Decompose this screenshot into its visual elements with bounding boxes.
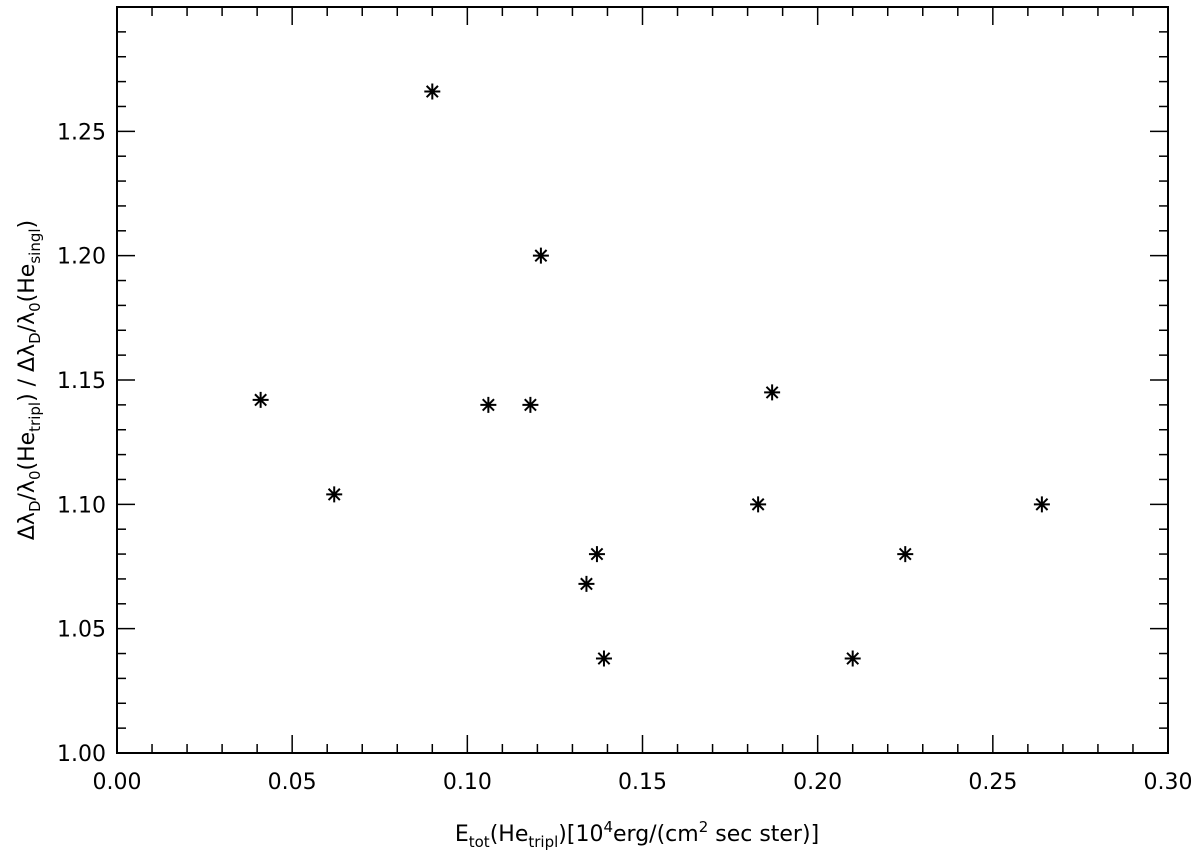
data-point-asterisk xyxy=(326,486,343,503)
axis-label-text: (He xyxy=(15,432,40,471)
data-point-asterisk xyxy=(578,575,595,592)
y-tick-label: 1.20 xyxy=(57,245,106,270)
axis-tick-labels: 0.00 0.05 0.10 0.15 0.20 0.25 0.30 1.00 1.05 1.10… xyxy=(57,120,1192,795)
y-tick-label: 1.25 xyxy=(57,120,106,145)
y-tick-label: 1.10 xyxy=(57,493,106,518)
axis-label-subscript: tot xyxy=(469,833,490,851)
data-point-asterisk xyxy=(1033,496,1050,513)
axis-label-text: sec ster)] xyxy=(708,822,819,847)
axis-label-text: erg/(cm xyxy=(613,822,699,847)
axis-label-superscript: 4 xyxy=(603,818,613,836)
x-tick-label: 0.00 xyxy=(93,770,142,795)
y-axis-label: ΔλD/λ0(Hetripl) / ΔλD/λ0(Hesingl) xyxy=(15,220,44,540)
y-tick-label: 1.00 xyxy=(57,742,106,767)
x-tick-label: 0.30 xyxy=(1144,770,1193,795)
y-tick-label: 1.05 xyxy=(57,618,106,643)
plot-frame xyxy=(116,6,1169,754)
data-point-asterisk xyxy=(252,391,269,408)
axis-label-text: (He xyxy=(15,264,40,303)
axis-label-text: ) xyxy=(15,220,40,229)
x-tick-label: 0.10 xyxy=(443,770,492,795)
x-tick-label: 0.15 xyxy=(618,770,667,795)
axis-label-subscript: 0 xyxy=(26,471,44,481)
data-point-asterisk xyxy=(750,496,767,513)
axis-label-superscript: 2 xyxy=(699,818,709,836)
data-point-asterisk xyxy=(522,396,539,413)
axis-label-subscript: D xyxy=(26,332,44,344)
data-point-asterisk xyxy=(764,384,781,401)
x-axis-label: Etot(Hetripl)[104erg/(cm2 sec ster)] xyxy=(455,818,819,851)
axis-label-text: Δλ xyxy=(15,512,40,540)
axis-label-subscript: 0 xyxy=(26,302,44,312)
x-tick-label: 0.05 xyxy=(268,770,317,795)
data-points xyxy=(252,83,1050,667)
x-tick-label: 0.25 xyxy=(968,770,1017,795)
axis-label-text: E xyxy=(455,822,469,847)
axis-label-subscript: singl xyxy=(26,228,44,263)
data-point-asterisk xyxy=(897,546,914,563)
data-point-asterisk xyxy=(844,650,861,667)
axis-label-text: /λ xyxy=(15,312,40,332)
axis-label-subscript: tripl xyxy=(528,833,558,851)
data-point-asterisk xyxy=(588,546,605,563)
data-point-asterisk xyxy=(595,650,612,667)
data-point-asterisk xyxy=(424,83,441,100)
data-point-asterisk xyxy=(532,247,549,264)
axis-label-text: /λ xyxy=(15,480,40,500)
axis-label-text: ) / Δλ xyxy=(15,344,40,402)
data-point-asterisk xyxy=(480,396,497,413)
y-tick-label: 1.15 xyxy=(57,369,106,394)
axis-label-subscript: tripl xyxy=(26,402,44,432)
axis-label-text: )[10 xyxy=(558,822,603,847)
axis-ticks xyxy=(116,6,1169,754)
x-tick-label: 0.20 xyxy=(793,770,842,795)
axis-label-text: (He xyxy=(490,822,529,847)
axis-label-subscript: D xyxy=(26,500,44,512)
